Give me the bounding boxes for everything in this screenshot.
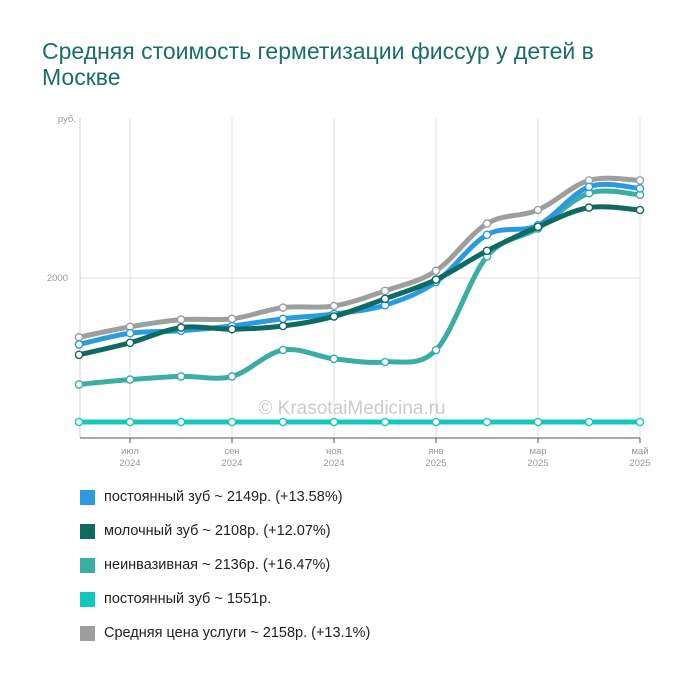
y-tick-label: 2000 [47,273,68,284]
data-point [329,301,339,311]
legend-swatch [80,625,95,641]
legend-swatch [80,489,95,505]
data-point [584,203,594,212]
data-point [533,417,543,427]
data-point [278,345,288,355]
x-tick-label: янв [428,446,443,457]
axes [79,118,641,443]
chart-title: Средняя стоимость герметизации фиссур у … [42,38,594,90]
data-point [227,417,237,427]
legend: постоянный зуб ~ 2149р. (+13.58%) молочн… [80,486,370,656]
legend-label: Средняя цена услуги ~ 2158р. (+13.1%) [104,625,371,641]
watermark: © KrasotaiMedicina.ru [258,398,445,419]
x-tick-label: 2024 [221,458,242,469]
x-tick-label: 2025 [527,458,548,469]
data-point [533,222,543,232]
x-tick-label: 2024 [119,458,140,469]
legend-swatch [80,557,95,573]
data-point [74,417,84,427]
x-tick-label: май [631,446,648,457]
data-point [482,246,492,256]
series-lines [74,175,645,427]
legend-item[interactable]: Средняя цена услуги ~ 2158р. (+13.1%) [80,622,370,644]
data-point [380,357,390,367]
series-line [76,175,643,340]
data-point [635,176,645,185]
series-group [74,203,645,360]
y-unit-label: руб. [58,114,76,125]
legend-swatch [80,523,95,539]
data-point [278,321,288,331]
data-point [431,417,441,427]
line-chart: © KrasotaiMedicina.ru 2000руб.июл2024сен… [47,114,651,469]
data-point [125,328,135,338]
legend-label: постоянный зуб ~ 1551р. [104,591,272,607]
series-group [74,417,645,427]
data-point [227,314,237,324]
data-point [278,417,288,427]
legend-swatch [80,591,95,607]
data-point [431,345,441,355]
data-point [227,372,237,381]
data-point [482,219,492,228]
x-tick-label: 2025 [629,458,650,469]
data-point [635,417,645,427]
x-tick-label: ноя [326,446,342,457]
x-tick-label: 2024 [323,458,344,469]
x-tick-label: сен [224,446,239,457]
data-point [278,303,288,312]
data-point [278,314,288,324]
data-point [431,266,441,276]
data-point [329,354,339,364]
data-point [74,340,84,349]
legend-label: постоянный зуб ~ 2149р. (+13.58%) [104,489,343,505]
data-point [227,324,237,334]
data-point [176,323,186,332]
data-point [125,375,135,384]
legend-label: молочный зуб ~ 2108р. (+12.07%) [104,523,331,539]
tick-labels: 2000руб.июл2024сен2024ноя2024янв2025мар2… [47,114,651,469]
data-point [74,350,84,360]
data-point [176,315,186,324]
data-point [482,230,492,240]
data-point [380,417,390,427]
data-point [380,286,390,296]
grid-lines [80,118,641,438]
data-point [431,275,441,284]
data-point [482,417,492,427]
data-point [635,205,645,215]
x-tick-label: июл [121,446,139,457]
data-point [380,294,390,304]
data-point [329,312,339,321]
legend-item[interactable]: постоянный зуб ~ 2149р. (+13.58%) [80,486,370,508]
data-point [584,182,594,192]
series-line [76,204,643,358]
legend-label: неинвазивная ~ 2136р. (+16.47%) [104,557,331,573]
data-point [635,184,645,193]
x-tick-label: мар [529,446,546,457]
legend-item[interactable]: постоянный зуб ~ 1551р. [80,588,370,610]
data-point [125,338,135,348]
data-point [74,380,84,389]
data-point [533,205,543,215]
legend-item[interactable]: молочный зуб ~ 2108р. (+12.07%) [80,520,370,542]
data-point [125,417,135,427]
data-point [74,332,84,342]
x-tick-label: 2025 [425,458,446,469]
data-point [176,372,186,381]
legend-item[interactable]: неинвазивная ~ 2136р. (+16.47%) [80,554,370,576]
data-point [176,417,186,427]
data-point [584,417,594,427]
data-point [329,417,339,427]
series-group [74,175,645,342]
